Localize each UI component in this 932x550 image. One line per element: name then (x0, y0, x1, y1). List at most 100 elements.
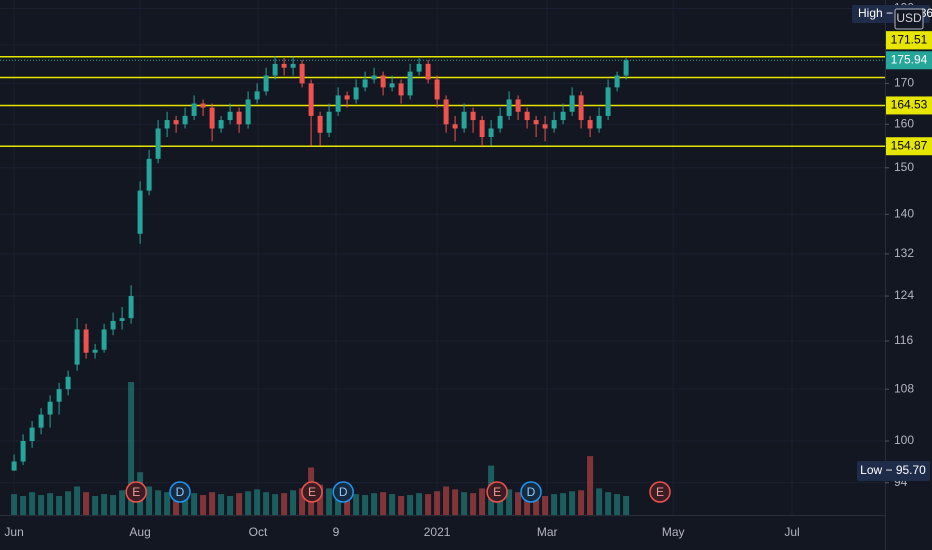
x-tick-label: 9 (333, 525, 340, 539)
candle-body (470, 111, 476, 121)
volume-bar (605, 492, 612, 515)
candle-body (74, 329, 80, 365)
x-tick-label: Mar (537, 525, 558, 539)
candle-body (218, 120, 224, 129)
volume-bar (146, 486, 153, 515)
volume-bar (83, 492, 90, 515)
candle-body (11, 461, 17, 471)
candle-body (326, 111, 332, 133)
candle-body (146, 158, 152, 191)
volume-bar (434, 491, 441, 515)
candle-body (92, 349, 98, 353)
event-label: E (308, 485, 316, 499)
volume-bar (191, 493, 198, 515)
volume-bar (380, 492, 387, 515)
candle-body (191, 103, 197, 116)
y-tick-label: 170 (894, 76, 914, 90)
volume-bar (524, 494, 531, 515)
candle-body (155, 128, 161, 159)
candle-body (542, 124, 548, 129)
y-tick-label: 160 (894, 116, 914, 130)
candle-body (533, 120, 539, 125)
candle-body (416, 63, 422, 72)
candle-body (101, 329, 107, 350)
event-marker (332, 481, 354, 503)
volume-bar (92, 496, 99, 515)
candle-body (380, 75, 386, 88)
candle-body (605, 87, 611, 116)
candle-body (137, 190, 143, 234)
event-marker (301, 481, 323, 503)
volume-bar (209, 492, 216, 515)
candle-body (596, 115, 602, 129)
volume-bar (461, 492, 468, 515)
event-label: D (176, 485, 185, 499)
candle-body (515, 99, 521, 112)
volume-bar (128, 382, 135, 515)
volume-bar (272, 494, 279, 515)
volume-bar (38, 495, 45, 515)
volume-bar (362, 495, 369, 515)
y-tick-label: 150 (894, 160, 914, 174)
event-marker (649, 481, 671, 503)
volume-bar (110, 495, 117, 515)
volume-bar (452, 489, 459, 515)
volume-bar (182, 491, 189, 515)
candle-body (497, 115, 503, 129)
volume-bar (344, 492, 351, 515)
volume-bar (173, 494, 180, 515)
candle-body (578, 95, 584, 121)
volume-bar (101, 494, 108, 515)
event-label: E (132, 485, 140, 499)
low-badge (857, 461, 930, 481)
candle-body (479, 120, 485, 138)
candle-body (119, 318, 125, 321)
candle-body (200, 103, 206, 108)
level-badge (886, 31, 932, 50)
event-marker (486, 481, 508, 503)
volume-bar (560, 493, 567, 515)
event-label: E (656, 485, 664, 499)
event-marker (520, 481, 542, 503)
candle-body (56, 389, 62, 402)
candle-body (29, 427, 35, 441)
candle-body (209, 107, 215, 129)
volume-bar (299, 488, 306, 515)
volume-bar (587, 456, 594, 515)
last-price-badge (886, 51, 932, 70)
volume-bar (290, 490, 297, 515)
candle-body (524, 111, 530, 121)
candle-body (389, 83, 395, 88)
candle-body (398, 83, 404, 96)
low-label: Low − 95.70 (860, 463, 926, 477)
candle-body (461, 111, 467, 129)
candle-body (263, 75, 269, 92)
currency-label: USD (896, 11, 922, 25)
volume-bar (47, 493, 54, 515)
event-label: E (493, 485, 501, 499)
candle-body (38, 414, 44, 428)
volume-bar (425, 494, 432, 515)
volume-bar (389, 494, 396, 515)
last-price-label: 175.94 (891, 52, 928, 66)
candle-body (452, 124, 458, 129)
volume-bar (326, 488, 333, 515)
volume-bar (263, 492, 270, 515)
candle-body (281, 63, 287, 68)
candle-body (254, 91, 260, 100)
candle-body (47, 401, 53, 415)
volume-bar (281, 493, 288, 515)
event-marker (169, 481, 191, 503)
candle-body (443, 99, 449, 125)
y-tick-label: 116 (894, 333, 913, 347)
volume-bar (479, 488, 486, 515)
volume-bar (398, 496, 405, 515)
volume-bar (164, 492, 171, 515)
candle-body (488, 128, 494, 138)
candle-body (128, 296, 134, 319)
level-label: 154.87 (891, 138, 928, 152)
volume-bar (11, 494, 18, 515)
x-tick-label: Jul (784, 525, 799, 539)
candle-body (182, 115, 188, 125)
